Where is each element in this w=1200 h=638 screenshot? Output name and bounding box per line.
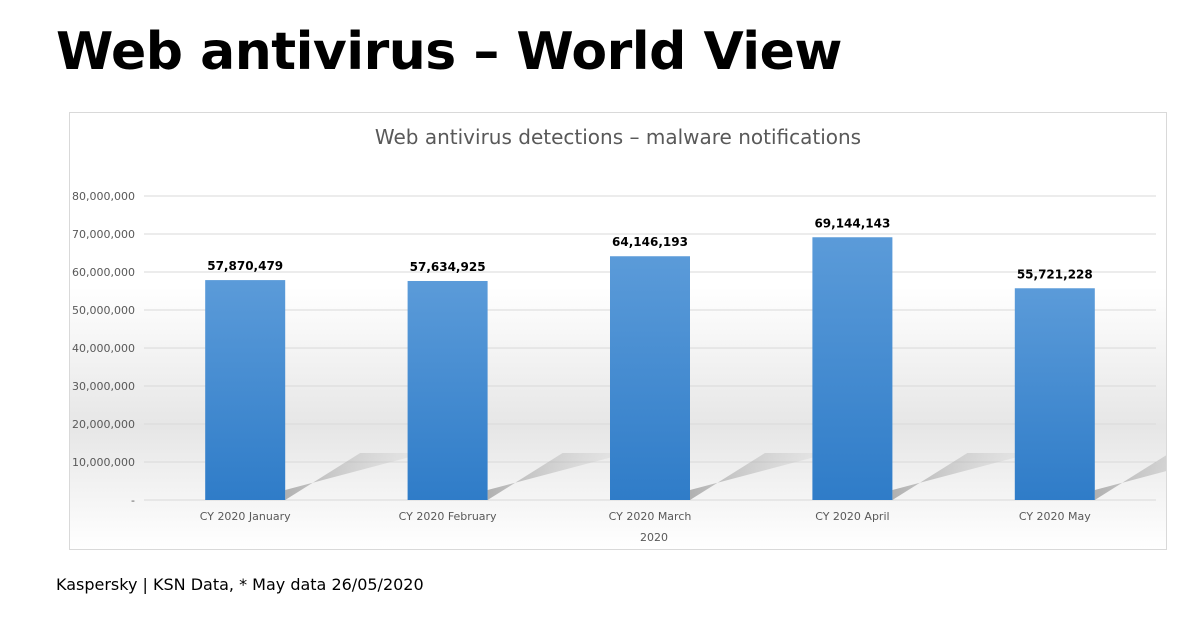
bar-shadow	[892, 453, 1033, 500]
footer-note: Kaspersky | KSN Data, * May data 26/05/2…	[56, 575, 424, 594]
bar	[610, 256, 690, 500]
y-tick-label: 80,000,000	[72, 190, 135, 203]
y-tick-label: 10,000,000	[72, 456, 135, 469]
chart-title: Web antivirus detections – malware notif…	[375, 125, 861, 149]
data-label: 55,721,228	[1017, 267, 1093, 281]
data-label: 64,146,193	[612, 235, 688, 249]
y-tick-label: 60,000,000	[72, 266, 135, 279]
y-tick-label: 20,000,000	[72, 418, 135, 431]
x-tick-label: CY 2020 January	[200, 510, 291, 523]
bar-shadow	[690, 453, 830, 500]
slide-title: Web antivirus – World View	[56, 22, 842, 82]
y-tick-label: 40,000,000	[72, 342, 135, 355]
y-tick-label: 70,000,000	[72, 228, 135, 241]
bar-shadow	[487, 453, 628, 500]
bar	[205, 280, 286, 500]
bar	[812, 237, 893, 500]
chart-frame: Web antivirus detections – malware notif…	[69, 112, 1167, 550]
bar-shadow	[1094, 455, 1166, 500]
bar	[407, 280, 488, 500]
x-tick-label: CY 2020 May	[1019, 510, 1091, 523]
bar-chart: Web antivirus detections – malware notif…	[72, 125, 1166, 544]
data-label: 57,634,925	[410, 260, 486, 274]
x-axis-title: 2020	[640, 531, 668, 544]
y-tick-label: -	[131, 494, 135, 507]
y-tick-label: 50,000,000	[72, 304, 135, 317]
x-tick-label: CY 2020 March	[609, 510, 692, 523]
data-label: 69,144,143	[814, 216, 890, 230]
bar-shadow	[285, 453, 426, 500]
bar	[1014, 288, 1095, 500]
x-tick-label: CY 2020 April	[815, 510, 889, 523]
x-tick-label: CY 2020 February	[399, 510, 497, 523]
data-label: 57,870,479	[207, 259, 283, 273]
y-tick-label: 30,000,000	[72, 380, 135, 393]
